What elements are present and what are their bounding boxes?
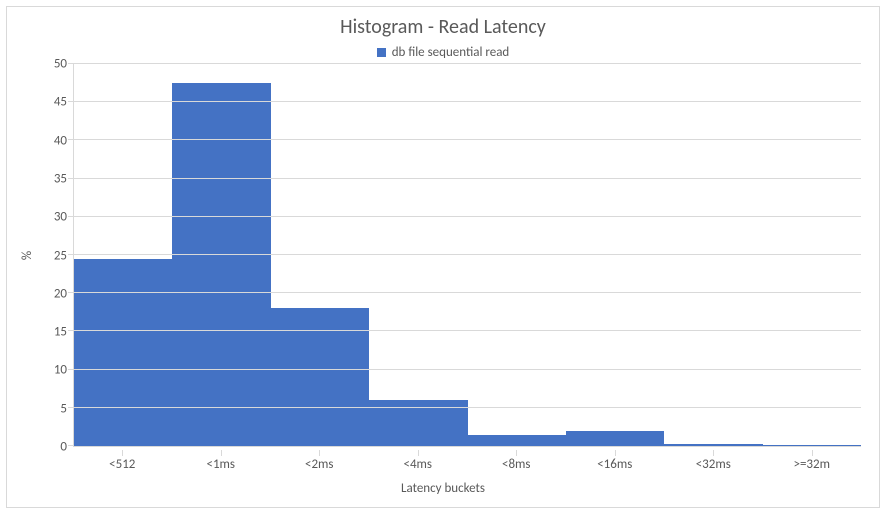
y-tick-label: 50 bbox=[54, 57, 67, 72]
x-tick-label: <16ms bbox=[566, 451, 665, 472]
x-axis-label-row: Latency buckets bbox=[7, 472, 879, 507]
y-tickmark bbox=[68, 139, 74, 140]
y-tick-label: 0 bbox=[60, 440, 67, 455]
bar-slot bbox=[74, 64, 172, 446]
bar bbox=[763, 445, 861, 446]
x-tick-label: <8ms bbox=[467, 451, 566, 472]
y-tickmark bbox=[68, 407, 74, 408]
bar bbox=[566, 431, 664, 446]
y-tickmark bbox=[68, 445, 74, 446]
chart-frame: Histogram - Read Latency db file sequent… bbox=[6, 6, 880, 508]
bar-slot bbox=[271, 64, 369, 446]
bar bbox=[468, 435, 566, 446]
plot-wrap: % 05101520253035404550 bbox=[7, 64, 879, 451]
bar-slot bbox=[566, 64, 664, 446]
chart-outer: Histogram - Read Latency db file sequent… bbox=[0, 0, 886, 514]
y-tickmark bbox=[68, 101, 74, 102]
x-tick-label: <32ms bbox=[664, 451, 763, 472]
gridline bbox=[74, 216, 861, 217]
x-tick-label: >=32m bbox=[763, 451, 862, 472]
x-tick-label: <2ms bbox=[270, 451, 369, 472]
gridline bbox=[74, 369, 861, 370]
legend: db file sequential read bbox=[7, 45, 879, 60]
y-tick-label: 30 bbox=[54, 210, 67, 225]
y-tick-label: 20 bbox=[54, 286, 67, 301]
y-ticks: 05101520253035404550 bbox=[39, 64, 73, 447]
gridline bbox=[74, 292, 861, 293]
bar bbox=[74, 259, 172, 446]
gridline bbox=[74, 63, 861, 64]
x-tick-label: <512 bbox=[73, 451, 172, 472]
y-tick-label: 5 bbox=[60, 401, 67, 416]
x-tick-label: <1ms bbox=[172, 451, 271, 472]
legend-label: db file sequential read bbox=[392, 45, 510, 60]
y-tick-label: 40 bbox=[54, 133, 67, 148]
chart-title: Histogram - Read Latency bbox=[7, 7, 879, 39]
y-tick-label: 10 bbox=[54, 363, 67, 378]
x-axis-label: Latency buckets bbox=[401, 481, 485, 496]
y-tick-label: 25 bbox=[54, 248, 67, 263]
x-ticks-row: <512<1ms<2ms<4ms<8ms<16ms<32ms>=32m bbox=[7, 451, 879, 472]
y-tickmark bbox=[68, 254, 74, 255]
y-tick-label: 45 bbox=[54, 95, 67, 110]
y-tickmark bbox=[68, 330, 74, 331]
plot-area bbox=[73, 64, 861, 447]
x-ticks: <512<1ms<2ms<4ms<8ms<16ms<32ms>=32m bbox=[73, 451, 861, 472]
bar bbox=[271, 308, 369, 446]
bar-slot bbox=[369, 64, 467, 446]
gridline bbox=[74, 178, 861, 179]
bar bbox=[172, 83, 270, 446]
ylabel-col: % bbox=[17, 64, 39, 447]
bar-slot bbox=[172, 64, 270, 446]
gridline bbox=[74, 407, 861, 408]
y-tickmark bbox=[68, 216, 74, 217]
gridline bbox=[74, 139, 861, 140]
bars-layer bbox=[74, 64, 861, 446]
gridline bbox=[74, 254, 861, 255]
y-tickmark bbox=[68, 369, 74, 370]
bar bbox=[664, 444, 762, 446]
y-axis-label: % bbox=[20, 251, 35, 260]
y-tickmark bbox=[68, 63, 74, 64]
y-tick-label: 15 bbox=[54, 325, 67, 340]
bar-slot bbox=[468, 64, 566, 446]
legend-swatch bbox=[377, 48, 386, 57]
bar-slot bbox=[763, 64, 861, 446]
y-tick-label: 35 bbox=[54, 171, 67, 186]
x-tick-label: <4ms bbox=[369, 451, 468, 472]
gridline bbox=[74, 101, 861, 102]
bar-slot bbox=[664, 64, 762, 446]
y-tickmark bbox=[68, 292, 74, 293]
gridline bbox=[74, 330, 861, 331]
y-tickmark bbox=[68, 178, 74, 179]
